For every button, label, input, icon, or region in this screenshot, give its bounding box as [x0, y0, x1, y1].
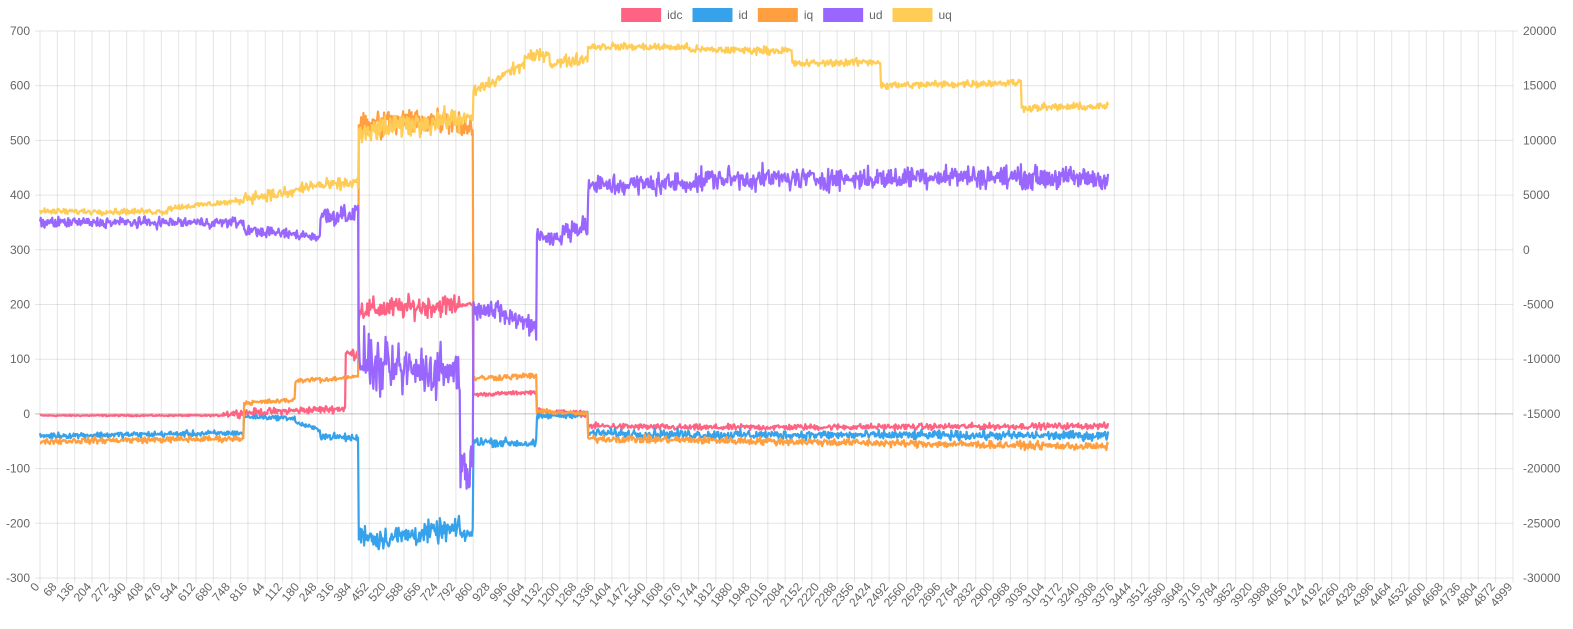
- legend-swatch: [823, 8, 864, 22]
- y-right-tick-label: 5000: [1523, 188, 1550, 202]
- y-axis-right: 20000 15000 10000 5000 0 -5000 -10000 -15000 -20…: [1523, 24, 1561, 585]
- y-right-tick-label: -30000: [1523, 571, 1561, 585]
- y-left-tick-label: -200: [6, 516, 30, 530]
- y-left-tick-label: -300: [6, 571, 30, 585]
- y-right-tick-label: 10000: [1523, 133, 1557, 147]
- y-axis-left: 700 600 500 400 300 200 100 0 -100 -200 -300: [6, 24, 30, 585]
- legend-swatch: [692, 8, 733, 22]
- y-right-tick-label: -5000: [1523, 298, 1554, 312]
- legend-swatch: [621, 8, 662, 22]
- y-right-tick-label: -25000: [1523, 516, 1561, 530]
- x-tick-label: 816: [227, 580, 251, 605]
- legend-item-idc[interactable]: idc: [621, 8, 682, 22]
- x-axis: 0681362042723404084765446126807488164411…: [27, 580, 1515, 610]
- series-line-uq: [38, 41, 1110, 217]
- legend-item-ud[interactable]: ud: [823, 8, 883, 22]
- legend-label: idc: [667, 8, 682, 22]
- y-right-tick-label: -20000: [1523, 462, 1561, 476]
- y-left-tick-label: 500: [10, 133, 30, 147]
- legend-swatch: [757, 8, 798, 22]
- y-left-tick-label: 400: [10, 188, 30, 202]
- legend-label: ud: [869, 8, 882, 22]
- y-left-tick-label: 700: [10, 24, 30, 38]
- y-left-tick-label: 0: [23, 407, 30, 421]
- y-left-tick-label: 600: [10, 79, 30, 93]
- series-lines: [38, 41, 1110, 551]
- series-line-iq: [39, 107, 1110, 452]
- y-left-tick-label: 300: [10, 243, 30, 257]
- legend-item-id[interactable]: id: [692, 8, 748, 22]
- y-left-tick-label: -100: [6, 462, 30, 476]
- y-right-tick-label: -15000: [1523, 407, 1561, 421]
- series-line-id: [38, 410, 1110, 551]
- y-right-tick-label: 20000: [1523, 24, 1557, 38]
- legend-label: id: [738, 8, 747, 22]
- series-line-ud: [38, 161, 1110, 490]
- legend-label: iq: [804, 8, 813, 22]
- legend-swatch: [892, 8, 933, 22]
- y-right-tick-label: 0: [1523, 243, 1530, 257]
- y-right-tick-label: -10000: [1523, 352, 1561, 366]
- y-left-tick-label: 100: [10, 352, 30, 366]
- legend-label: uq: [939, 8, 952, 22]
- grid: [35, 30, 1518, 583]
- legend[interactable]: idc id iq ud uq: [621, 8, 952, 22]
- series-line-idc: [39, 292, 1110, 432]
- legend-item-uq[interactable]: uq: [892, 8, 952, 22]
- legend-item-iq[interactable]: iq: [757, 8, 813, 22]
- y-left-tick-label: 200: [10, 298, 30, 312]
- y-right-tick-label: 15000: [1523, 79, 1557, 93]
